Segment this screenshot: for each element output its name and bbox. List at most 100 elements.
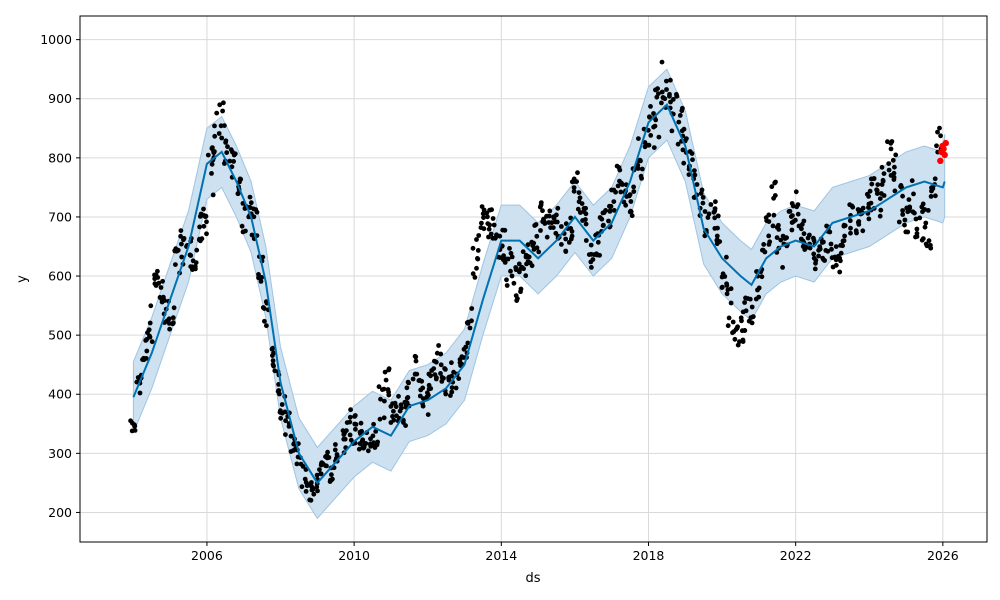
observed-point: [569, 229, 575, 234]
observed-point: [190, 258, 196, 264]
observed-point: [892, 188, 898, 194]
observed-point: [902, 217, 908, 223]
observed-point: [902, 222, 907, 228]
observed-point: [720, 271, 726, 277]
observed-point: [340, 428, 346, 434]
observed-point: [474, 265, 479, 271]
observed-point: [837, 269, 843, 275]
observed-point: [742, 300, 747, 305]
observed-point: [749, 304, 755, 310]
observed-point: [443, 391, 449, 397]
observed-point: [850, 204, 856, 210]
observed-point: [283, 432, 288, 437]
observed-point: [730, 330, 735, 336]
interval-area: [132, 68, 946, 520]
observed-point: [465, 340, 471, 346]
observed-point: [766, 233, 772, 239]
observed-point: [278, 415, 284, 421]
observed-point: [577, 195, 583, 201]
x-tick-label: 2026: [927, 548, 959, 563]
observed-point: [385, 387, 391, 392]
observed-point: [639, 166, 645, 172]
y-tick-label: 200: [48, 505, 72, 520]
observed-point: [812, 266, 818, 272]
observed-point: [724, 283, 730, 288]
observed-point: [713, 199, 718, 205]
observed-point: [262, 318, 267, 324]
y-tick-label: 800: [48, 150, 72, 165]
observed-point: [218, 123, 224, 129]
observed-point: [566, 240, 572, 245]
observed-point: [771, 212, 777, 218]
observed-point: [609, 187, 614, 193]
observed-point: [212, 149, 217, 154]
observed-point: [467, 325, 473, 331]
observed-point: [547, 208, 553, 214]
observed-point: [934, 143, 939, 149]
observed-point: [780, 233, 786, 239]
observed-point: [680, 147, 686, 153]
observed-point: [860, 205, 866, 211]
observed-point: [459, 354, 465, 360]
y-tick-label: 700: [48, 209, 72, 224]
observed-point: [314, 472, 320, 478]
observed-point: [334, 452, 340, 457]
y-tick-label: 900: [48, 91, 72, 106]
observed-point: [698, 191, 704, 196]
uncertainty-band: [132, 68, 946, 520]
observed-point: [662, 96, 668, 102]
observed-point: [759, 274, 765, 280]
observed-point: [288, 449, 294, 454]
observed-point: [548, 225, 553, 231]
observed-point: [629, 213, 635, 219]
observed-point: [842, 233, 847, 239]
observed-point: [410, 376, 416, 382]
x-tick-label: 2022: [780, 548, 812, 563]
observed-point: [840, 243, 845, 249]
observed-point: [715, 213, 721, 219]
observed-point: [303, 489, 309, 494]
observed-point: [928, 194, 934, 199]
observed-point: [626, 193, 632, 199]
observed-point: [344, 420, 350, 425]
observed-point: [472, 275, 478, 280]
observed-point: [418, 387, 424, 393]
observed-point: [373, 429, 379, 434]
observed-point: [724, 291, 730, 297]
observed-point: [261, 306, 267, 311]
observed-point: [922, 207, 928, 212]
forecast-path: [132, 102, 946, 485]
observed-point: [173, 246, 179, 252]
observed-point: [856, 219, 862, 224]
observed-point: [294, 461, 300, 467]
observed-point: [595, 239, 601, 245]
observed-point: [438, 362, 444, 368]
observed-point: [270, 345, 276, 351]
observed-point: [790, 203, 796, 209]
observed-point: [776, 222, 781, 228]
observed-point: [712, 215, 718, 221]
observed-point: [490, 216, 496, 221]
observed-point: [653, 87, 658, 93]
observed-point: [356, 446, 362, 452]
observed-point: [772, 193, 778, 198]
observed-point: [802, 247, 808, 252]
observed-point: [866, 194, 871, 199]
observed-point: [412, 353, 418, 359]
observed-point: [877, 213, 883, 219]
observed-point: [333, 442, 338, 447]
observed-point: [822, 258, 827, 263]
observed-point: [516, 261, 522, 267]
observed-point: [475, 248, 481, 253]
observed-point: [352, 413, 358, 418]
observed-point: [597, 215, 603, 220]
observed-point: [583, 217, 588, 222]
observed-point: [735, 324, 740, 330]
observed-point: [773, 179, 778, 185]
observed-point: [829, 246, 834, 252]
observed-point: [221, 100, 226, 106]
observed-point: [403, 423, 408, 428]
observed-point: [470, 245, 476, 251]
observed-point: [518, 286, 524, 292]
observed-point: [225, 144, 230, 150]
